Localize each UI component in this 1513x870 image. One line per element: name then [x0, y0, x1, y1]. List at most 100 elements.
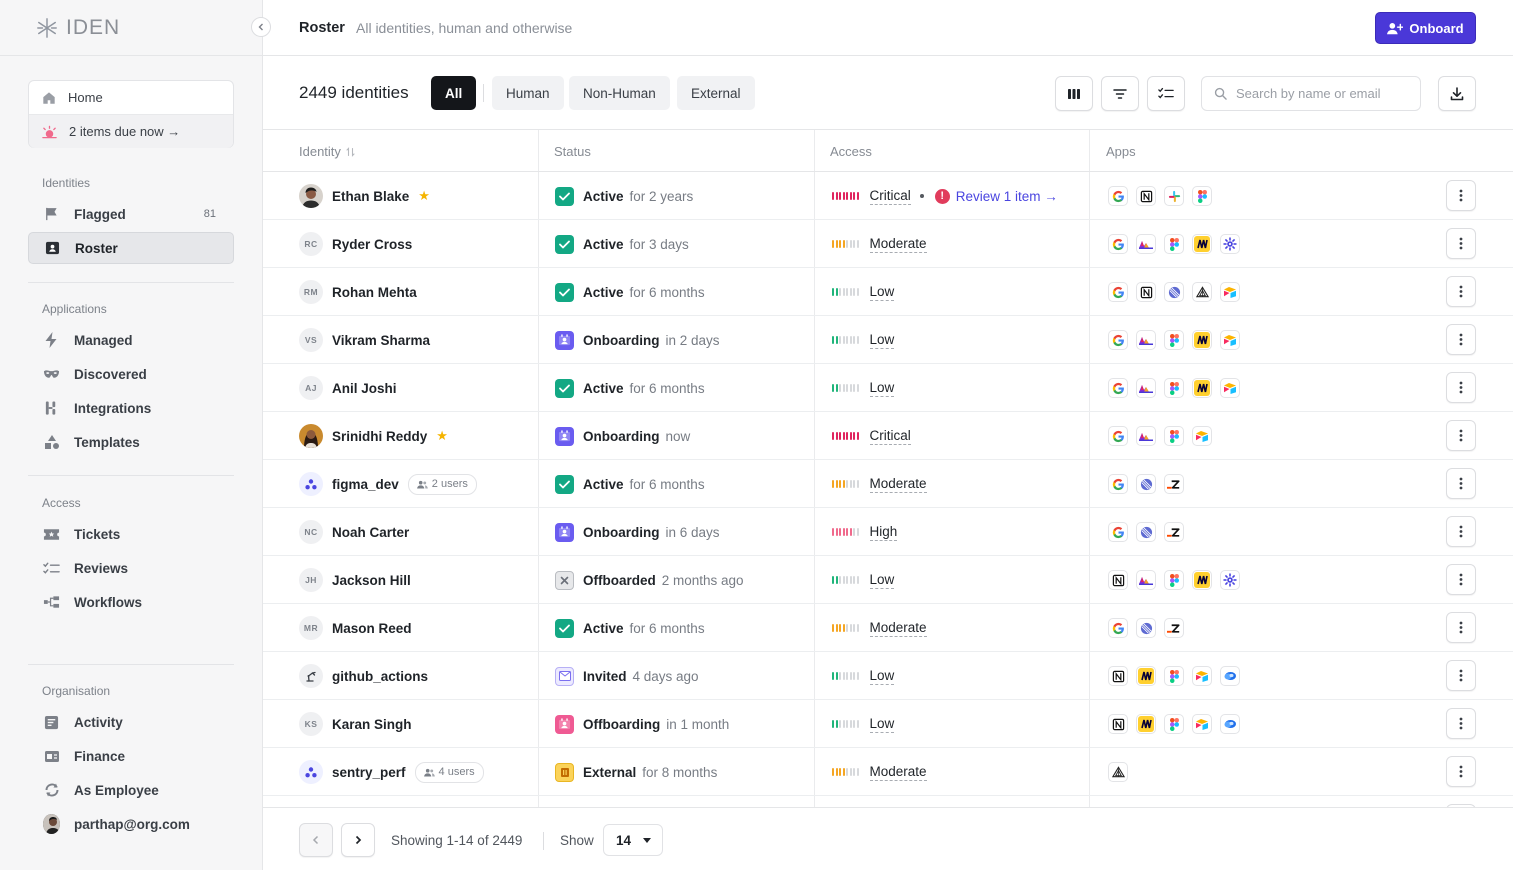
- table-row[interactable]: Srinidhi Reddy ★ Onboarding now Critical: [263, 412, 1513, 460]
- identity-cell[interactable]: VS Vikram Sharma: [299, 328, 430, 352]
- identity-name[interactable]: Anil Joshi: [332, 380, 397, 396]
- tab-human[interactable]: Human: [492, 76, 564, 110]
- bulk-select-button[interactable]: [1147, 76, 1185, 111]
- table-row[interactable]: VS Vikram Sharma Onboarding in 2 days Lo…: [263, 316, 1513, 364]
- linear-app-icon[interactable]: [1164, 282, 1184, 302]
- row-actions-button[interactable]: [1446, 516, 1476, 547]
- ms-app-icon[interactable]: [1136, 426, 1156, 446]
- identity-cell[interactable]: MR Mason Reed: [299, 616, 412, 640]
- sidebar-item-roster[interactable]: Roster: [28, 232, 234, 264]
- sidebar-item-flagged[interactable]: Flagged 81: [28, 198, 234, 230]
- identity-name[interactable]: Jackson Hill: [332, 572, 411, 588]
- row-actions-button[interactable]: [1446, 372, 1476, 403]
- cloud-app-icon[interactable]: [1220, 666, 1240, 686]
- identity-name[interactable]: sentry_perf: [332, 764, 406, 780]
- row-actions-button[interactable]: [1446, 756, 1476, 787]
- identity-name[interactable]: Vikram Sharma: [332, 332, 431, 348]
- identity-cell[interactable]: KS Karan Singh: [299, 712, 412, 736]
- vercel-app-icon[interactable]: [1192, 282, 1212, 302]
- ms-app-icon[interactable]: [1136, 570, 1156, 590]
- access-label[interactable]: Low: [869, 379, 895, 397]
- figma-app-icon[interactable]: [1164, 714, 1184, 734]
- sidebar-item-finance[interactable]: Finance: [28, 740, 234, 772]
- table-row[interactable]: sentry_perf 4 users External for 8 month…: [263, 748, 1513, 796]
- table-row[interactable]: RM Rohan Mehta Active for 6 months Low: [263, 268, 1513, 316]
- tab-all[interactable]: All: [431, 76, 477, 110]
- row-actions-button[interactable]: [1446, 708, 1476, 739]
- figma-app-icon[interactable]: [1164, 330, 1184, 350]
- sidebar-item-as-employee[interactable]: As Employee: [28, 774, 234, 806]
- gear-app-icon[interactable]: [1220, 234, 1240, 254]
- row-actions-button[interactable]: [1446, 468, 1476, 499]
- gear-app-icon[interactable]: [1220, 570, 1240, 590]
- row-actions-button[interactable]: [1446, 660, 1476, 691]
- review-link[interactable]: ! Review 1 item →: [934, 188, 1058, 204]
- access-label[interactable]: Low: [869, 331, 895, 349]
- sidebar-item-workflows[interactable]: Workflows: [28, 586, 234, 618]
- slack-app-icon[interactable]: [1164, 186, 1184, 206]
- table-row[interactable]: AJ Anil Joshi Active for 6 months Low: [263, 364, 1513, 412]
- column-header-identity[interactable]: Identity: [299, 144, 355, 159]
- collapse-sidebar-button[interactable]: [251, 17, 271, 37]
- figma-app-icon[interactable]: [1192, 186, 1212, 206]
- sidebar-item-tickets[interactable]: Tickets: [28, 518, 234, 550]
- column-header-apps[interactable]: Apps: [1106, 144, 1136, 159]
- identity-name[interactable]: Ethan Blake: [332, 188, 410, 204]
- row-actions-button[interactable]: [1446, 276, 1476, 307]
- access-label[interactable]: Low: [869, 667, 895, 685]
- table-row[interactable]: KS Karan Singh Offboarding in 1 month Lo…: [263, 700, 1513, 748]
- table-row[interactable]: figma_dev 2 users Active for 6 months Mo…: [263, 460, 1513, 508]
- notion-app-icon[interactable]: [1108, 666, 1128, 686]
- sidebar-item-activity[interactable]: Activity: [28, 706, 234, 738]
- app-logo[interactable]: IDEN: [36, 14, 120, 42]
- google-app-icon[interactable]: [1108, 474, 1128, 494]
- cloud-app-icon[interactable]: [1220, 714, 1240, 734]
- google-app-icon[interactable]: [1108, 186, 1128, 206]
- google-app-icon[interactable]: [1108, 330, 1128, 350]
- sidebar-item-managed[interactable]: Managed: [28, 324, 234, 356]
- page-size-select[interactable]: 14: [603, 824, 663, 856]
- google-app-icon[interactable]: [1108, 234, 1128, 254]
- column-header-status[interactable]: Status: [554, 144, 591, 159]
- linear-app-icon[interactable]: [1136, 618, 1156, 638]
- row-actions-button[interactable]: [1446, 612, 1476, 643]
- miro-app-icon[interactable]: [1192, 330, 1212, 350]
- identity-cell[interactable]: RM Rohan Mehta: [299, 280, 417, 304]
- users-badge[interactable]: 2 users: [407, 473, 477, 495]
- linear-app-icon[interactable]: [1136, 474, 1156, 494]
- row-actions-button[interactable]: [1446, 228, 1476, 259]
- identity-cell[interactable]: figma_dev 2 users: [299, 472, 477, 496]
- airtable-app-icon[interactable]: [1220, 282, 1240, 302]
- identity-cell[interactable]: sentry_perf 4 users: [299, 760, 484, 784]
- sidebar-item-discovered[interactable]: Discovered: [28, 358, 234, 390]
- access-label[interactable]: Low: [869, 715, 895, 733]
- row-actions-button[interactable]: [1446, 324, 1476, 355]
- identity-cell[interactable]: AJ Anil Joshi: [299, 376, 397, 400]
- access-label[interactable]: Critical: [869, 187, 911, 205]
- export-button[interactable]: [1438, 76, 1476, 111]
- sidebar-item-user[interactable]: parthap@org.com: [28, 808, 234, 840]
- figma-app-icon[interactable]: [1164, 570, 1184, 590]
- sidebar-item-home[interactable]: Home: [29, 81, 233, 114]
- figma-app-icon[interactable]: [1164, 426, 1184, 446]
- table-row[interactable]: JH Jackson Hill Offboarded 2 months ago …: [263, 556, 1513, 604]
- users-badge[interactable]: 4 users: [414, 761, 484, 783]
- table-row[interactable]: [263, 796, 1513, 807]
- identity-cell[interactable]: JH Jackson Hill: [299, 568, 411, 592]
- notion-app-icon[interactable]: [1136, 186, 1156, 206]
- search-input[interactable]: [1236, 86, 1406, 101]
- ms-app-icon[interactable]: [1136, 330, 1156, 350]
- vercel-app-icon[interactable]: [1108, 762, 1128, 782]
- access-label[interactable]: High: [869, 523, 898, 541]
- tab-non-human[interactable]: Non-Human: [569, 76, 670, 110]
- google-app-icon[interactable]: [1108, 426, 1128, 446]
- sidebar-item-integrations[interactable]: Integrations: [28, 392, 234, 424]
- identity-name[interactable]: github_actions: [332, 668, 429, 684]
- due-items-link[interactable]: 2 items due now →: [29, 114, 233, 148]
- airtable-app-icon[interactable]: [1192, 714, 1212, 734]
- identity-cell[interactable]: RC Ryder Cross: [299, 232, 412, 256]
- zapier-app-icon[interactable]: [1164, 474, 1184, 494]
- miro-app-icon[interactable]: [1136, 666, 1156, 686]
- identity-name[interactable]: Karan Singh: [332, 716, 412, 732]
- airtable-app-icon[interactable]: [1192, 426, 1212, 446]
